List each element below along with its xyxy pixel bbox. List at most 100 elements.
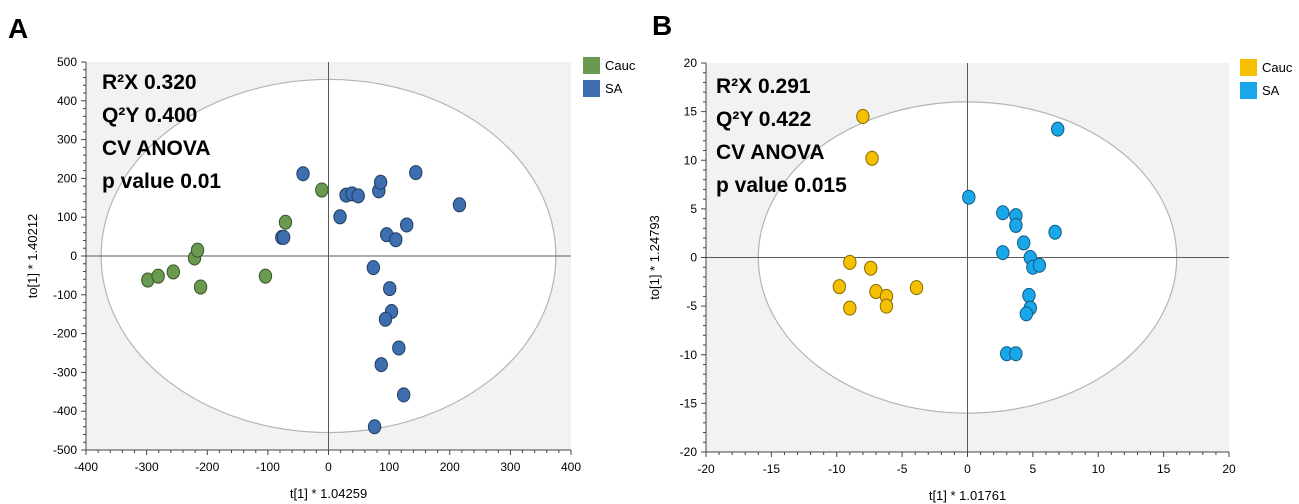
x-axis-title: t[1] * 1.04259	[290, 486, 367, 501]
data-point	[278, 214, 293, 230]
x-tick-label: -10	[828, 462, 846, 476]
x-tick-label: -200	[195, 460, 219, 474]
x-axis-title: t[1] * 1.01761	[929, 488, 1006, 503]
x-tick-label: 5	[1030, 462, 1037, 476]
y-tick-label: -200	[53, 327, 77, 341]
data-point	[1017, 235, 1031, 251]
data-point	[1009, 217, 1023, 233]
y-axis-title: to[1] * 1.40212	[25, 214, 40, 299]
data-point	[367, 419, 382, 435]
y-tick-label: 300	[57, 133, 77, 147]
data-point	[996, 245, 1010, 261]
y-axis-title: to[1] * 1.24793	[647, 215, 662, 300]
x-tick-label: 10	[1092, 462, 1106, 476]
y-tick-label: 500	[57, 55, 77, 69]
x-tick-label: 0	[325, 460, 332, 474]
data-point	[166, 264, 181, 280]
data-point	[1048, 224, 1062, 240]
data-point	[193, 279, 208, 295]
data-point	[843, 254, 857, 270]
data-point	[1022, 287, 1036, 303]
data-point	[351, 188, 365, 204]
x-tick-label: -400	[74, 460, 98, 474]
x-tick-label: 20	[1222, 462, 1236, 476]
data-point	[864, 260, 878, 276]
data-point	[400, 217, 414, 233]
stat-annotation: p value 0.015	[716, 174, 847, 197]
data-point	[996, 205, 1010, 221]
y-tick-label: 0	[70, 249, 77, 263]
data-point	[396, 387, 411, 403]
data-point	[856, 108, 870, 124]
legend-label: SA	[605, 81, 623, 96]
legend-swatch	[583, 80, 600, 97]
series-cauc	[832, 108, 924, 316]
legend-swatch	[583, 57, 600, 74]
x-tick-label: -20	[697, 462, 715, 476]
stat-annotation: CV ANOVA	[716, 141, 825, 164]
legend: Cauc SA	[583, 57, 636, 97]
data-point	[843, 300, 857, 316]
data-point	[452, 197, 467, 213]
data-point	[392, 340, 406, 356]
legend-swatch	[1240, 82, 1257, 99]
series-cauc	[141, 182, 329, 295]
y-tick-label: 20	[684, 56, 698, 70]
data-point	[1019, 306, 1034, 322]
x-tick-label: 200	[440, 460, 460, 474]
stat-annotation: Q²Y 0.422	[716, 108, 811, 131]
x-tick-label: 300	[500, 460, 520, 474]
chart-panel-b: B -20 -15 -10 -5 0 5 10 15 20 -20 -15 -10 -5 0 5 10 15 20 t…	[647, 10, 1293, 503]
x-tick-label: -300	[135, 460, 159, 474]
x-tick-label: 100	[379, 460, 399, 474]
data-point	[378, 311, 393, 327]
legend-label: SA	[1262, 83, 1280, 98]
legend: Cauc SA	[1240, 59, 1293, 99]
y-tick-label: 10	[684, 153, 698, 167]
chart-panel-a: A -400 -300 -200 -100 0 100 200 300 400 -500 -400 -3…	[8, 13, 636, 501]
data-point	[409, 165, 423, 181]
y-tick-label: 0	[690, 251, 697, 265]
x-tick-label: 0	[964, 462, 971, 476]
stat-annotation: p value 0.01	[102, 170, 221, 193]
data-point	[1032, 257, 1047, 273]
stat-annotation: CV ANOVA	[102, 137, 211, 160]
x-tick-label: -15	[763, 462, 781, 476]
y-tick-label: 15	[684, 105, 698, 119]
y-tick-label: 200	[57, 171, 77, 185]
x-tick-label: -5	[897, 462, 908, 476]
y-tick-label: -500	[53, 443, 77, 457]
y-tick-label: -300	[53, 365, 77, 379]
y-tick-label: 100	[57, 210, 77, 224]
data-point	[276, 229, 291, 245]
data-point	[296, 166, 310, 182]
data-point	[909, 280, 924, 296]
x-tick-label: 400	[561, 460, 581, 474]
stat-annotation: Q²Y 0.400	[102, 104, 197, 127]
y-tick-label: 400	[57, 94, 77, 108]
y-tick-label: -5	[686, 299, 697, 313]
data-point	[962, 189, 976, 205]
y-tick-label: -400	[53, 404, 77, 418]
panel-label: A	[8, 13, 28, 44]
data-point	[315, 182, 329, 198]
data-point	[190, 242, 205, 258]
data-point	[1009, 346, 1023, 362]
stat-annotation: R²X 0.291	[716, 75, 811, 98]
y-tick-label: -20	[680, 445, 698, 459]
data-point	[258, 268, 273, 284]
series-sa	[275, 165, 467, 435]
y-tick-label: -10	[680, 348, 698, 362]
panel-label: B	[652, 10, 672, 41]
data-point	[151, 268, 165, 284]
data-point	[366, 260, 381, 276]
y-tick-label: -15	[680, 396, 698, 410]
data-point	[1051, 121, 1065, 137]
x-tick-label: 15	[1157, 462, 1171, 476]
y-tick-label: -100	[53, 288, 77, 302]
data-point	[865, 150, 879, 166]
series-sa	[962, 121, 1065, 362]
data-point	[389, 232, 403, 248]
data-point	[879, 298, 894, 314]
